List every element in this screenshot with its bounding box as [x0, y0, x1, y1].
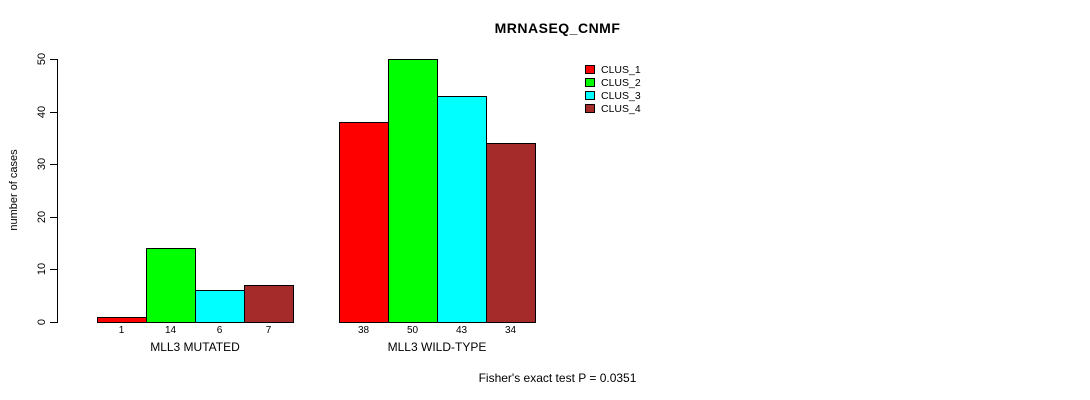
bar [244, 285, 294, 323]
legend-item: CLUS_4 [585, 102, 641, 115]
y-tick-label: 40 [36, 105, 48, 118]
bar-value-label: 38 [357, 325, 370, 336]
y-tick [50, 269, 57, 271]
y-tick-label: 20 [36, 210, 48, 223]
y-tick-label: 30 [36, 158, 48, 171]
bar [195, 290, 245, 323]
y-tick [50, 111, 57, 113]
legend-swatch [585, 104, 595, 113]
legend-item: CLUS_3 [585, 89, 641, 102]
bar-value-label: 14 [164, 325, 177, 336]
y-tick-label: 10 [36, 263, 48, 276]
y-tick-label: 50 [36, 52, 48, 66]
legend-item: CLUS_2 [585, 76, 641, 89]
y-tick [50, 322, 57, 323]
stat-annotation: Fisher's exact test P = 0.0351 [478, 371, 637, 385]
legend-label: CLUS_3 [601, 89, 641, 102]
legend-swatch [585, 78, 595, 87]
bar-value-label: 1 [118, 325, 125, 336]
y-axis-title-text: number of cases [8, 149, 20, 231]
legend-label: CLUS_1 [601, 63, 641, 76]
y-tick [50, 59, 57, 60]
legend-item: CLUS_1 [585, 63, 641, 76]
bar [437, 96, 487, 323]
legend-label: CLUS_2 [601, 76, 641, 89]
bar-value-label: 7 [265, 325, 272, 336]
bar-value-label: 43 [455, 325, 468, 336]
legend: CLUS_1 CLUS_2 CLUS_3 CLUS_4 [585, 63, 641, 115]
legend-label: CLUS_4 [601, 102, 641, 115]
bar [146, 248, 196, 323]
bar-value-label: 34 [504, 325, 517, 336]
y-tick-label: 0 [36, 318, 48, 326]
bar [388, 59, 438, 323]
legend-swatch [585, 91, 595, 100]
chart-title: MRNASEQ_CNMF [494, 20, 621, 36]
legend-swatch [585, 65, 595, 74]
bar [339, 122, 389, 323]
group-label: MLL3 WILD-TYPE [387, 340, 487, 354]
bar [97, 317, 147, 323]
y-tick [50, 216, 57, 218]
y-axis-line [57, 59, 58, 323]
bar-value-label: 6 [216, 325, 223, 336]
group-label: MLL3 MUTATED [150, 340, 240, 354]
bar [486, 143, 536, 323]
y-tick [50, 164, 57, 166]
bar-value-label: 50 [406, 325, 419, 336]
